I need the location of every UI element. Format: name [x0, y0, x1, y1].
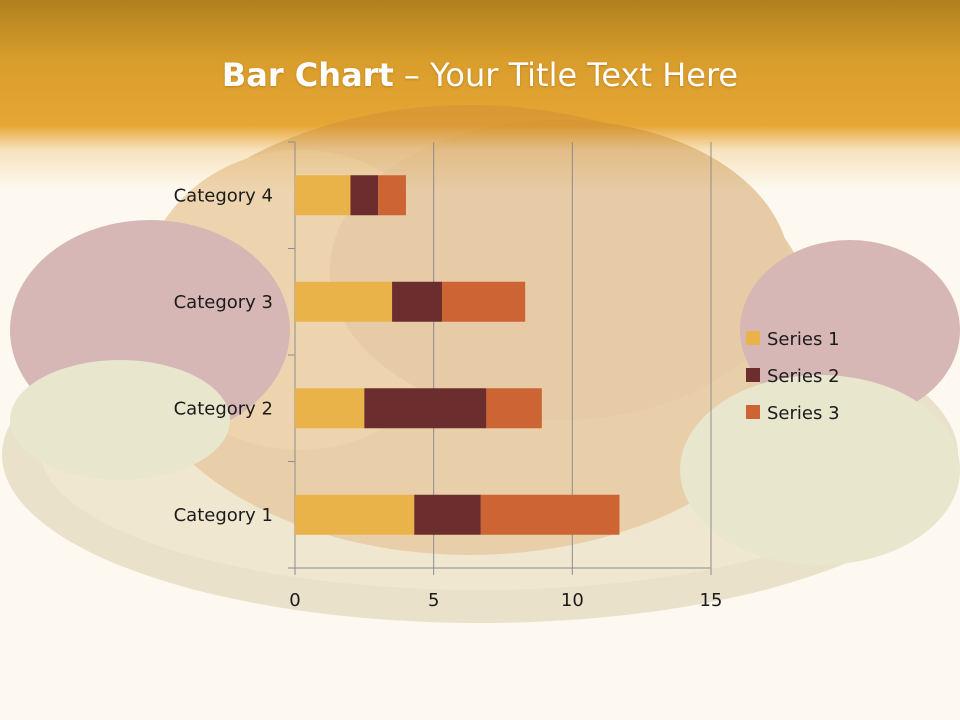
bar-series2-cat1 — [414, 494, 481, 535]
category-label: Category 3 — [174, 292, 273, 313]
bar-series2-cat2 — [364, 388, 487, 429]
x-tick-label: 5 — [428, 590, 439, 611]
bar-series3-cat1 — [480, 494, 620, 535]
bar-series3-cat4 — [378, 175, 406, 216]
legend-swatch-series1 — [746, 331, 760, 345]
legend-swatch-series3 — [746, 405, 760, 419]
bar-series1-cat1 — [295, 494, 415, 535]
x-tick-label: 15 — [700, 590, 723, 611]
bar-series3-cat3 — [441, 281, 526, 322]
bar-series2-cat4 — [350, 175, 379, 216]
legend-label: Series 3 — [767, 403, 840, 424]
bar-series1-cat2 — [295, 388, 365, 429]
category-label: Category 4 — [174, 185, 273, 206]
category-label: Category 1 — [174, 505, 273, 526]
category-label: Category 2 — [174, 398, 273, 419]
bar-series2-cat3 — [392, 281, 442, 322]
title-bold: Bar Chart — [221, 56, 394, 94]
legend-label: Series 2 — [767, 366, 840, 387]
title-rest: Your Title Text Here — [430, 56, 739, 94]
legend-swatch-series2 — [746, 368, 760, 382]
bar-series1-cat4 — [295, 175, 351, 216]
x-tick-label: 0 — [289, 590, 300, 611]
bar-series1-cat3 — [295, 281, 393, 322]
legend-label: Series 1 — [767, 329, 840, 350]
title-dash: – — [393, 56, 431, 94]
x-tick-label: 10 — [561, 590, 584, 611]
slide-title: Bar Chart – Your Title Text Here — [0, 52, 960, 98]
bar-series3-cat2 — [486, 388, 542, 429]
header-band — [0, 0, 960, 190]
